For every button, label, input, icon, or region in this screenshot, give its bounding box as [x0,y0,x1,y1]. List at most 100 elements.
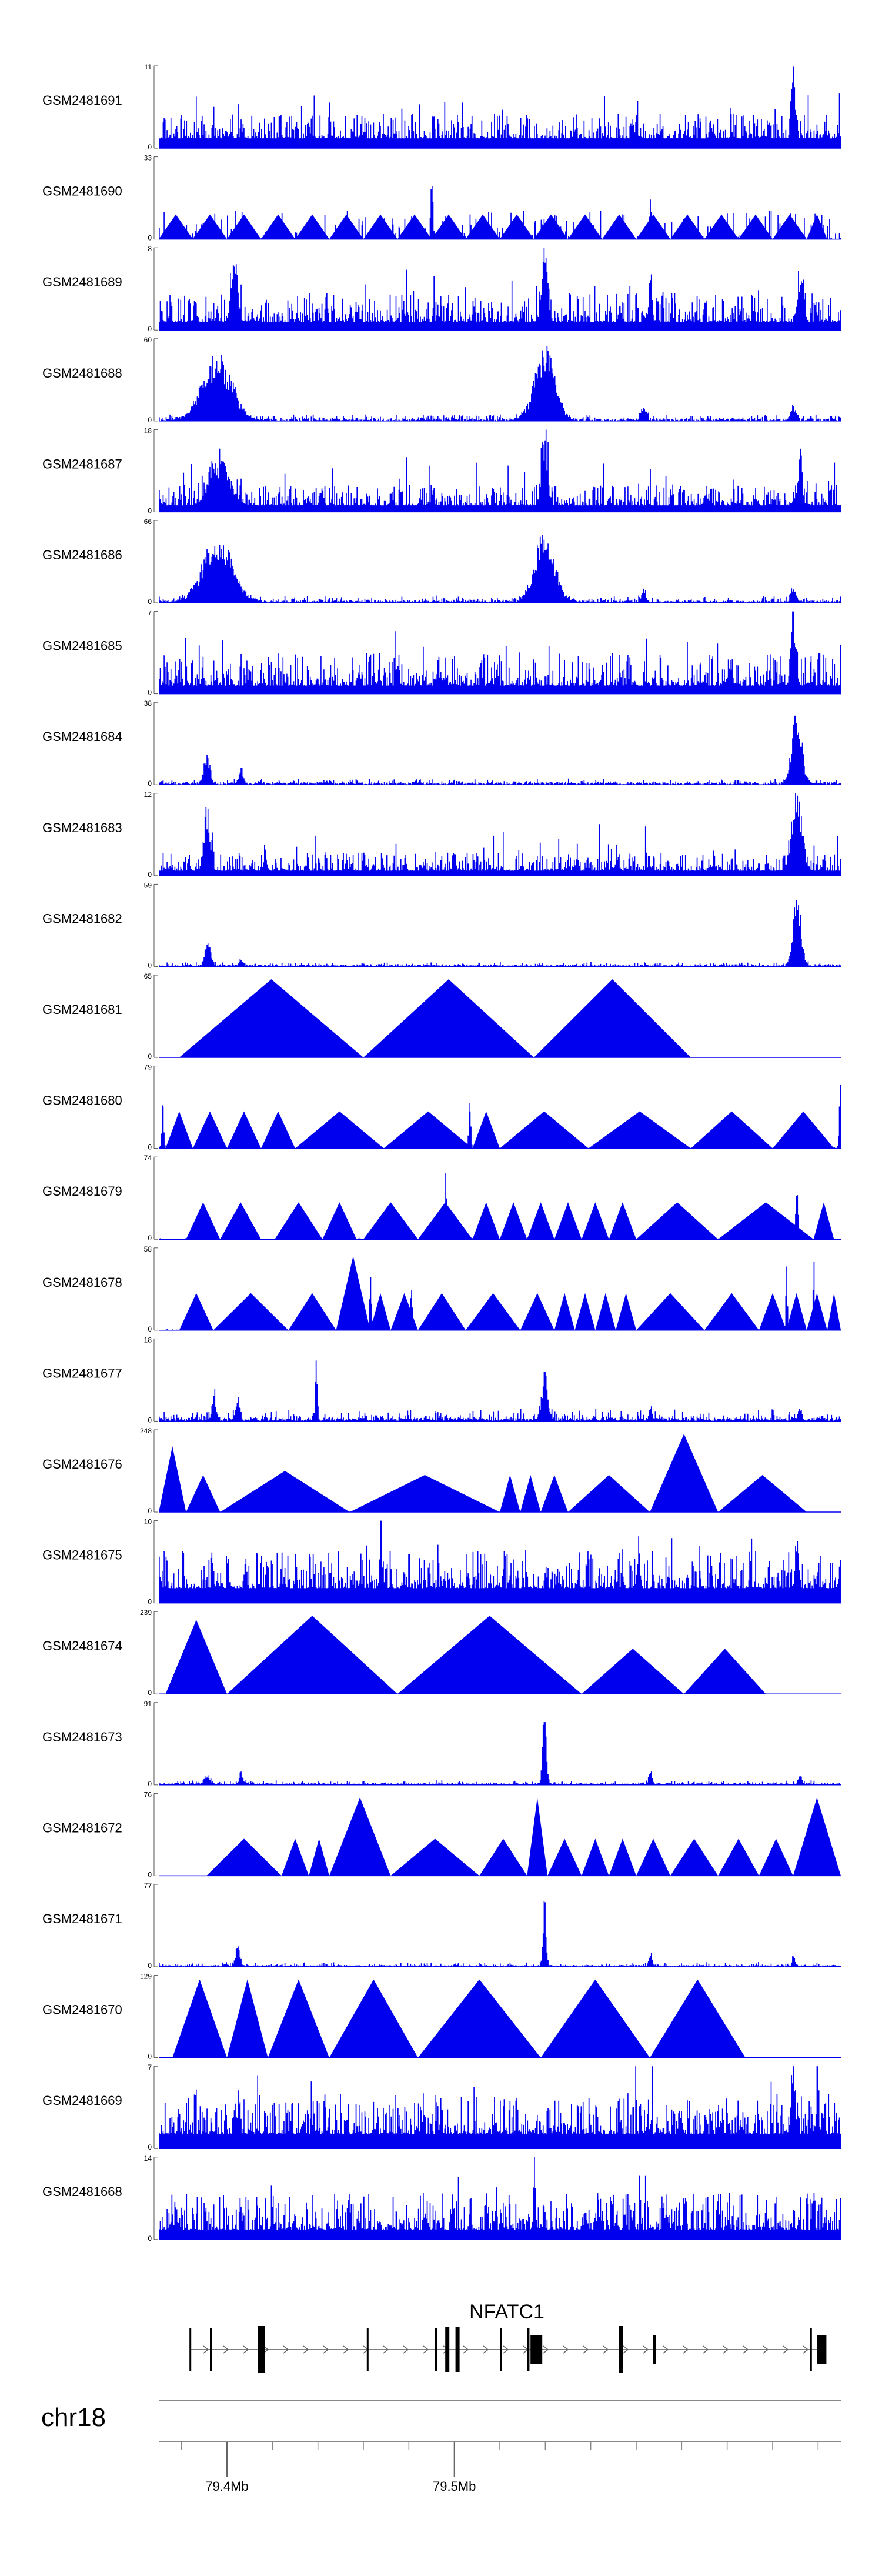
signal-triangle [472,1111,500,1149]
strand-arrow [643,2345,649,2354]
signal-triangle [759,1838,793,1876]
signal-triangle [582,1838,609,1876]
y-max-label: 7 [148,609,152,617]
track-label: GSM2481683 [42,820,122,835]
signal-area [159,66,841,148]
signal-triangle [588,1111,691,1149]
signal-triangle [554,1202,582,1240]
y-min-label: 0 [148,234,152,242]
y-min-label: 0 [148,1598,152,1606]
strand-arrow [663,2345,669,2354]
signal-area [159,900,841,967]
track-label: GSM2481682 [42,911,122,926]
signal-area [159,346,841,421]
signal-triangle [295,214,329,239]
signal-area [159,1520,841,1603]
strand-arrow [563,2345,569,2354]
strand-arrow [383,2345,389,2354]
signal-triangle [616,1293,636,1330]
track-GSM2481682: GSM2481682 59 0 [42,881,841,969]
signal-triangle [704,1293,759,1330]
signal-triangle [165,1111,193,1149]
signal-triangle [534,214,568,239]
strand-arrow [223,2345,229,2354]
track-GSM2481671: GSM2481671 77 0 [42,1881,841,1970]
signal-triangle [500,1202,527,1240]
track-label: GSM2481671 [42,1911,122,1926]
track-GSM2481687: GSM2481687 18 0 [42,426,841,515]
y-max-label: 12 [144,790,152,799]
signal-triangle [554,1293,575,1330]
signal-triangle [322,1202,357,1240]
signal-triangle [540,1979,650,2058]
track-label: GSM2481684 [42,729,122,744]
signal-triangle [582,1202,609,1240]
signal-triangle [179,979,363,1057]
signal-triangle [650,1979,746,2058]
y-min-label: 0 [148,2234,152,2243]
y-min-label: 0 [148,2053,152,2061]
signal-triangle [636,1293,704,1330]
signal-triangle [179,1293,213,1330]
strand-arrow [283,2345,289,2354]
signal-triangle [336,1256,370,1330]
track-GSM2481676: GSM2481676 248 0 [42,1427,841,1515]
track-label: GSM2481674 [42,1639,122,1653]
signal-triangle [165,1620,227,1694]
signal-triangle [329,1979,418,2058]
strand-arrow [723,2345,729,2354]
strand-arrow [263,2345,269,2354]
signal-area [159,2066,841,2149]
signal-triangle [390,1838,480,1876]
signal-area [159,248,841,331]
y-min-label: 0 [148,779,152,788]
y-min-label: 0 [148,325,152,333]
track-label: GSM2481690 [42,184,122,199]
strand-arrow [323,2345,329,2354]
track-label: GSM2481668 [42,2184,122,2199]
signal-triangle [295,1111,384,1149]
track-label: GSM2481670 [42,2003,122,2017]
strand-arrow [403,2345,409,2354]
strand-arrow [743,2345,749,2354]
track-label: GSM2481680 [42,1093,122,1108]
signal-triangle [500,214,534,239]
signal-triangle [534,979,691,1057]
y-min-label: 0 [148,1961,152,1970]
y-min-label: 0 [148,689,152,697]
exon [445,2327,450,2372]
signal-area [159,2157,841,2240]
y-max-label: 7 [148,2063,152,2071]
track-GSM2481681: GSM2481681 65 0 [42,972,841,1060]
track-label: GSM2481679 [42,1184,122,1199]
strand-arrow [243,2345,249,2354]
exon [810,2328,812,2371]
track-GSM2481669: GSM2481669 7 0 [42,2063,841,2151]
track-GSM2481684: GSM2481684 38 0 [42,699,841,788]
y-min-label: 0 [148,1507,152,1515]
y-min-label: 0 [148,143,152,151]
y-min-label: 0 [148,870,152,879]
signal-triangle [186,1475,220,1512]
track-GSM2481670: GSM2481670 129 0 [42,1973,841,2061]
signal-area [159,1722,841,1785]
exon [527,2328,530,2371]
signal-triangle [417,1979,541,2058]
y-min-label: 0 [148,506,152,515]
signal-triangle [650,1434,719,1512]
exon [258,2326,265,2373]
track-GSM2481672: GSM2481672 76 0 [42,1790,841,1878]
signal-triangle [363,1202,418,1240]
signal-triangle [479,1838,527,1876]
track-GSM2481683: GSM2481683 12 0 [42,790,841,879]
exon [189,2328,192,2371]
signal-triangle [690,1111,773,1149]
y-min-label: 0 [148,1870,152,1878]
signal-triangle [268,1979,329,2058]
signal-triangle [568,1475,650,1512]
signal-triangle [670,1838,719,1876]
signal-triangle [227,1979,268,2058]
y-max-label: 74 [144,1154,152,1162]
strand-arrow [203,2345,209,2354]
track-GSM2481678: GSM2481678 58 0 [42,1245,841,1333]
